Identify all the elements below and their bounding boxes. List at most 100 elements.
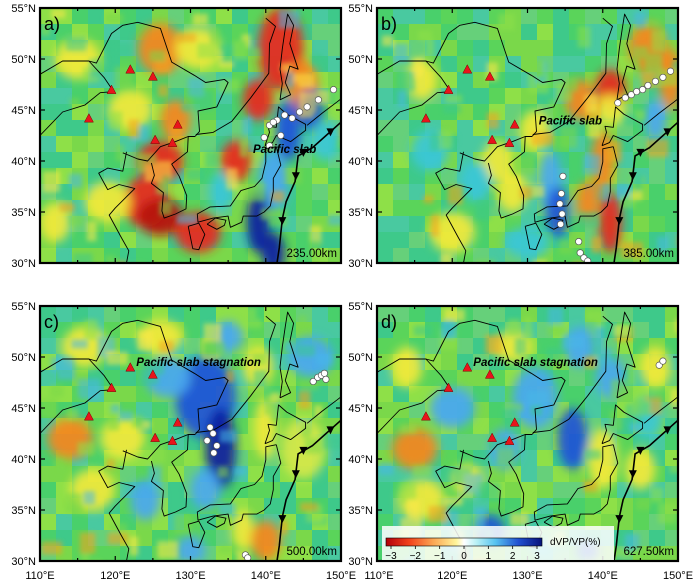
earthquake-circle	[666, 67, 675, 75]
lon-tick-label: 130°E	[512, 570, 542, 582]
earthquake-circle	[584, 257, 592, 263]
panel-label: d)	[381, 312, 397, 332]
trench-tooth	[299, 446, 308, 455]
volcano-icon	[487, 432, 498, 442]
earthquake-circle	[558, 210, 566, 218]
tomography-map	[377, 306, 678, 561]
tomography-map	[40, 306, 341, 561]
volcano-icon	[487, 134, 498, 144]
colorbar-tick-label: 1	[486, 551, 492, 562]
lat-tick-label: 55°N	[11, 3, 36, 15]
volcano-icon	[150, 432, 161, 442]
lat-tick-label: 35°N	[348, 505, 373, 517]
earthquake-circle	[244, 554, 252, 561]
volcano-markers	[420, 64, 520, 147]
lon-tick-label: 140°E	[588, 570, 618, 582]
volcano-icon	[147, 369, 158, 379]
lat-tick-label: 35°N	[11, 505, 36, 517]
colorbar-gradient	[385, 537, 543, 547]
lat-tick-label: 30°N	[348, 258, 373, 270]
lon-axis-labels: 110°E 120°E 130°E 140°E 150°E 110°E 120°E 130°E…	[25, 570, 693, 582]
earthquake-circle	[614, 99, 622, 107]
earthquake-circle	[288, 114, 296, 122]
depth-label: 500.00km	[286, 546, 337, 558]
lat-tick-label: 55°N	[11, 301, 36, 313]
lat-tick-label: 40°N	[348, 454, 373, 466]
depth-label: 627.50km	[623, 546, 674, 558]
volcano-icon	[172, 417, 183, 427]
trench-tooth	[663, 128, 672, 137]
lat-tick-label: 30°N	[11, 556, 36, 568]
trench-tooth	[326, 426, 335, 435]
trench-line	[613, 121, 678, 263]
earthquake-circle	[329, 86, 338, 94]
volcano-icon	[420, 113, 431, 123]
earthquake-circle	[206, 423, 214, 431]
volcano-markers	[83, 362, 183, 445]
colorbar-tick-label: 2	[510, 551, 516, 562]
lat-tick-label: 35°N	[348, 207, 373, 219]
lat-tick-label: 40°N	[348, 156, 373, 168]
earthquake-circle	[639, 86, 647, 94]
colorbar-title: dVP/VP(%)	[550, 537, 601, 548]
volcano-icon	[504, 435, 515, 445]
trench-tooth	[278, 515, 287, 524]
volcano-markers	[420, 362, 520, 445]
earthquake-circle	[281, 111, 289, 119]
earthquake-circle	[557, 220, 565, 228]
earthquake-circle	[576, 249, 584, 257]
panel-b: b) Pacific slab 385.00km 55°N 50°N 45°N 40°N 35…	[348, 3, 680, 270]
colorbar-tick-label: 3	[534, 551, 540, 562]
earthquake-circle	[314, 96, 322, 104]
slab-annotation: Pacific slab	[539, 115, 602, 127]
volcano-icon	[484, 71, 495, 81]
coastlines	[40, 311, 341, 561]
lat-tick-label: 45°N	[11, 105, 36, 117]
earthquake-circle	[260, 133, 268, 142]
trench-tooth	[299, 148, 308, 157]
panel-a: a) Pacific slab 235.00km 55°N 50°N 45°N 40°N 35…	[11, 3, 343, 270]
trench-tooth	[291, 172, 300, 181]
coastlines	[40, 13, 341, 263]
panel-label: b)	[381, 14, 397, 34]
colorbar-tick-label: −1	[434, 551, 446, 562]
slab-annotation: Pacific slab stagnation	[136, 357, 261, 369]
volcano-icon	[83, 113, 94, 123]
lat-tick-label: 50°N	[348, 352, 373, 364]
volcano-icon	[167, 435, 178, 445]
earthquake-circle	[277, 131, 285, 140]
lon-tick-label: 120°E	[437, 570, 467, 582]
trench-tooth	[636, 446, 645, 455]
volcano-icon	[167, 137, 178, 147]
volcano-icon	[125, 362, 136, 372]
earthquake-circle	[557, 190, 565, 198]
trench-tooth	[291, 470, 300, 479]
trench-tooth	[326, 128, 335, 137]
volcano-icon	[462, 362, 473, 372]
trench-tooth	[636, 148, 645, 157]
lon-tick-label: 120°E	[100, 570, 130, 582]
earthquake-circle	[203, 437, 211, 445]
earthquake-circle	[322, 375, 330, 383]
volcano-icon	[150, 134, 161, 144]
trench-line	[276, 121, 341, 263]
trench-tooth	[628, 172, 637, 181]
earthquake-circle	[265, 142, 274, 150]
tomography-map	[40, 8, 341, 263]
colorbar-tick-label: −3	[385, 551, 397, 562]
lat-tick-label: 40°N	[11, 156, 36, 168]
trench-tooth	[278, 217, 287, 226]
lat-tick-label: 45°N	[11, 403, 36, 415]
earthquake-circle	[320, 369, 328, 377]
tomography-map	[377, 8, 678, 263]
lon-tick-label: 150°E	[663, 570, 693, 582]
trench-line	[276, 419, 341, 561]
earthquake-circle	[644, 81, 652, 90]
lat-tick-label: 30°N	[11, 258, 36, 270]
lon-tick-label: 150°E	[326, 570, 356, 582]
lat-tick-label: 40°N	[11, 454, 36, 466]
earthquake-circle	[210, 449, 218, 457]
lat-tick-label: 50°N	[348, 54, 373, 66]
colorbar-tick-label: −2	[410, 551, 422, 562]
volcano-icon	[462, 64, 473, 74]
